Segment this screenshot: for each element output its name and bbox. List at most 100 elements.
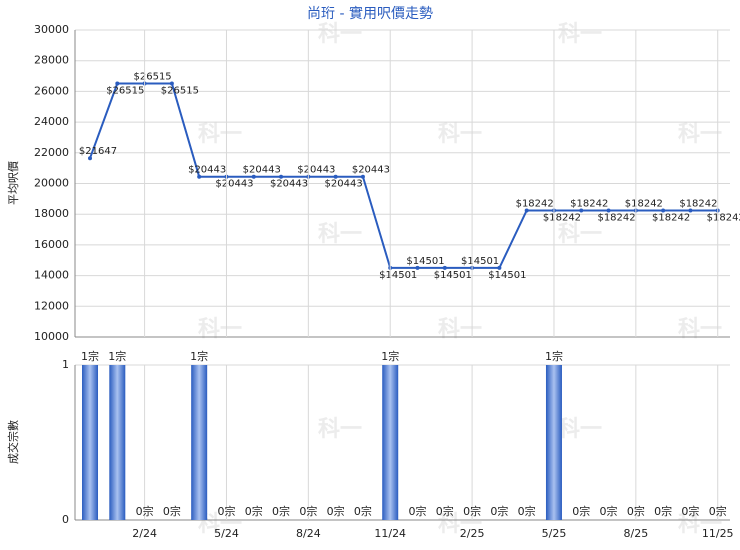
watermark: 科一	[678, 512, 722, 537]
watermark: 科一	[318, 222, 362, 247]
data-label: $18242	[625, 198, 663, 209]
point	[497, 265, 502, 270]
data-label: $20443	[215, 179, 253, 190]
watermark: 科一	[558, 222, 602, 247]
data-label: $20443	[243, 165, 281, 176]
watermark: 科一	[198, 122, 242, 147]
data-label: $14501	[488, 270, 526, 281]
data-label: 0宗	[518, 504, 536, 518]
line	[89, 82, 718, 269]
y-tick-label: 22000	[34, 146, 69, 159]
data-label: $21647	[79, 146, 117, 157]
data-label: 1宗	[545, 349, 563, 363]
x-tick-label: 8/24	[296, 527, 321, 540]
y-tick-label: 26000	[34, 84, 69, 97]
x-tick-label: 11/24	[374, 527, 406, 540]
point	[279, 174, 284, 179]
data-label: $20443	[325, 179, 363, 190]
y-tick-label: 20000	[34, 177, 69, 190]
data-label: 0宗	[709, 504, 727, 518]
data-label: 0宗	[136, 504, 154, 518]
point	[415, 265, 420, 270]
x-tick-label: 8/25	[623, 527, 648, 540]
y-tick-label: 18000	[34, 207, 69, 220]
bar	[82, 365, 99, 520]
data-label: 0宗	[245, 504, 263, 518]
bar	[545, 365, 562, 520]
point	[88, 156, 93, 161]
data-label: $20443	[297, 165, 335, 176]
watermark: 科一	[438, 122, 482, 147]
y-tick-label: 16000	[34, 238, 69, 251]
data-label: $18242	[707, 212, 740, 223]
bar	[382, 365, 399, 520]
y-tick-label: 12000	[34, 299, 69, 312]
data-label: $18242	[597, 212, 635, 223]
data-label: $14501	[379, 270, 417, 281]
data-label: 0宗	[327, 504, 345, 518]
watermark: 科一	[678, 122, 722, 147]
point	[333, 174, 338, 179]
point	[115, 81, 120, 86]
y-tick-label: 30000	[34, 23, 69, 36]
data-label: 0宗	[409, 504, 427, 518]
point	[579, 208, 584, 213]
data-label: $14501	[434, 270, 472, 281]
point	[360, 174, 365, 179]
y-tick-label: 28000	[34, 54, 69, 67]
data-label: 0宗	[600, 504, 618, 518]
data-label: $20443	[188, 165, 226, 176]
data-label: $18242	[516, 198, 554, 209]
data-label: 1宗	[81, 349, 99, 363]
data-label: $18242	[570, 198, 608, 209]
data-label: $26515	[161, 85, 199, 96]
data-label: 0宗	[490, 504, 508, 518]
data-label: $14501	[406, 256, 444, 267]
point	[688, 208, 693, 213]
data-label: 0宗	[354, 504, 372, 518]
data-label: $18242	[543, 212, 581, 223]
point	[661, 208, 666, 213]
y-tick-label: 10000	[34, 330, 69, 343]
point	[524, 208, 529, 213]
data-label: 1宗	[190, 349, 208, 363]
watermark: 科一	[438, 317, 482, 342]
watermark: 科一	[318, 417, 362, 442]
data-label: 0宗	[272, 504, 290, 518]
x-tick-label: 2/24	[132, 527, 157, 540]
y-axis-label: 成交宗數	[6, 420, 20, 464]
data-label: 0宗	[681, 504, 699, 518]
bar	[191, 365, 208, 520]
data-label: 0宗	[163, 504, 181, 518]
y-tick-label: 0	[62, 513, 69, 526]
watermark: 科一	[198, 317, 242, 342]
x-tick-label: 5/24	[214, 527, 239, 540]
data-label: 0宗	[627, 504, 645, 518]
y-tick-label: 1	[62, 358, 69, 371]
data-label: $18242	[652, 212, 690, 223]
y-axis-label: 平均呎價	[6, 161, 20, 205]
watermark: 科一	[678, 317, 722, 342]
data-label: $26515	[106, 85, 144, 96]
watermark: 科一	[438, 512, 482, 537]
x-tick-label: 5/25	[542, 527, 567, 540]
x-tick-label: 11/25	[702, 527, 734, 540]
data-label: 0宗	[299, 504, 317, 518]
data-label: $20443	[352, 165, 390, 176]
x-tick-label: 2/25	[460, 527, 485, 540]
point	[606, 208, 611, 213]
data-label: 0宗	[654, 504, 672, 518]
point	[197, 174, 202, 179]
data-label: $20443	[270, 179, 308, 190]
data-label: $26515	[134, 71, 172, 82]
point	[251, 174, 256, 179]
data-label: 1宗	[381, 349, 399, 363]
chart-title: 尚珩 - 實用呎價走勢	[307, 5, 433, 22]
point	[442, 265, 447, 270]
data-label: 0宗	[463, 504, 481, 518]
data-label: 0宗	[436, 504, 454, 518]
data-label: 1宗	[108, 349, 126, 363]
data-label: 0宗	[572, 504, 590, 518]
y-tick-label: 24000	[34, 115, 69, 128]
